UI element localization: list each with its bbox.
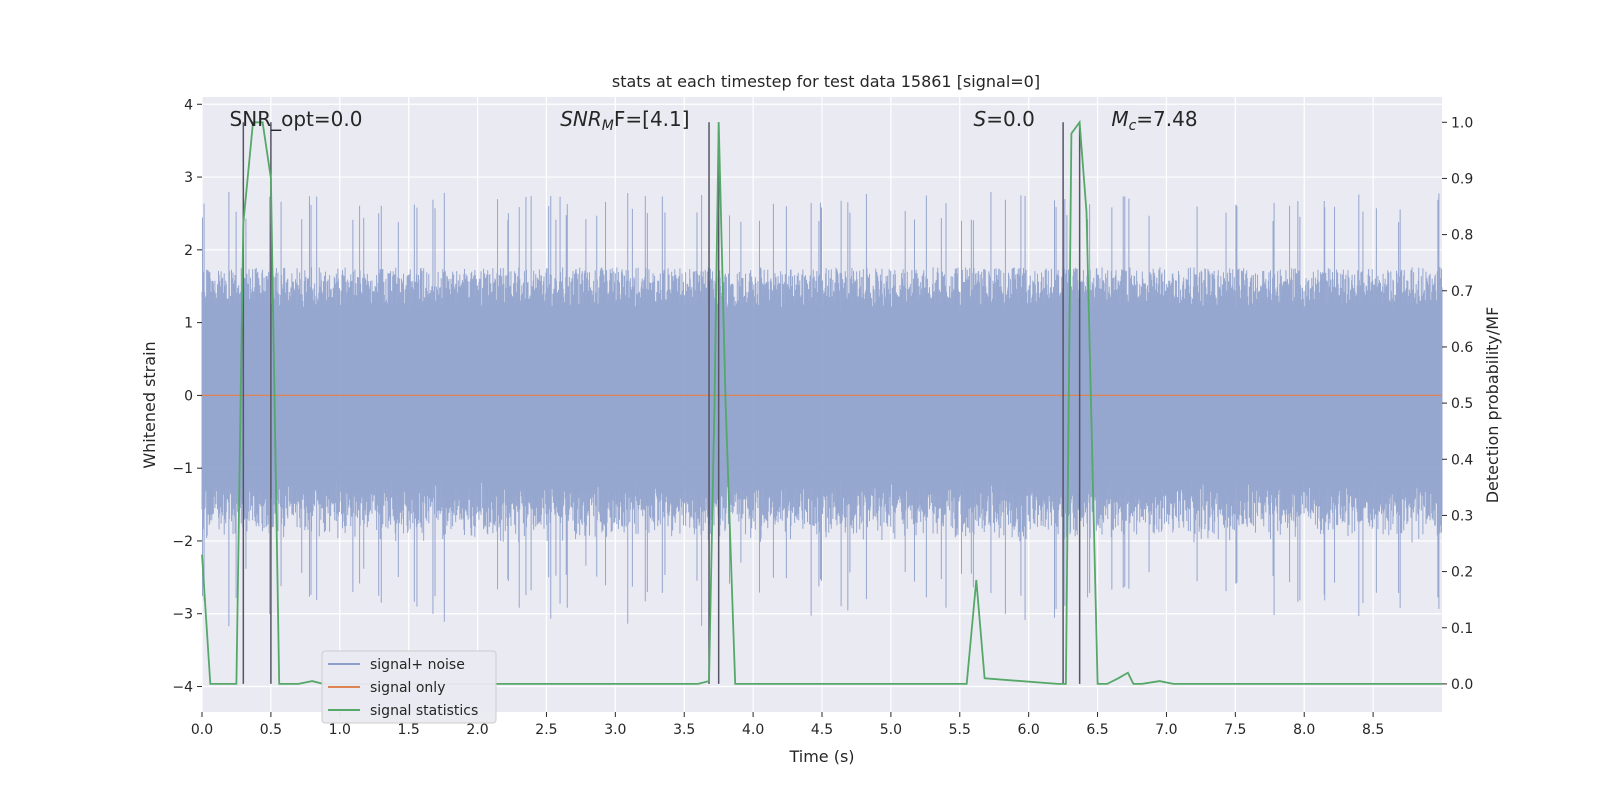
vertical-markers (242, 122, 1081, 684)
x-axis-label: Time (s) (788, 747, 854, 766)
legend-entry: signal+ noise (370, 657, 465, 673)
y-tick-label: −4 (172, 680, 193, 696)
x-tick-label: 4.0 (742, 722, 764, 738)
y-axis-label: Whitened strain (140, 341, 159, 468)
x-tick-label: 4.5 (811, 722, 833, 738)
x-tick-label: 8.5 (1362, 722, 1384, 738)
x-tick-label: 7.5 (1224, 722, 1246, 738)
annotation-3: Mc=7.48 (1111, 107, 1197, 134)
y-axis-right-label: Detection probability/MF (1483, 307, 1502, 504)
annotation-2: S=0.0 (974, 107, 1035, 131)
x-tick-label: 3.5 (673, 722, 695, 738)
y-right-tick-label: 1.0 (1451, 115, 1473, 131)
y-tick-label: 1 (184, 316, 193, 332)
y-tick-label: 3 (184, 170, 193, 186)
annotation-1: SNRMF=[4.1] (560, 107, 689, 134)
y-right-tick-label: 0.4 (1451, 452, 1473, 468)
chart-title: stats at each timestep for test data 158… (612, 72, 1040, 91)
y-tick-label: −3 (172, 607, 193, 623)
y-tick-label: 0 (184, 388, 193, 404)
x-tick-label: 7.0 (1155, 722, 1177, 738)
y-tick-label: −2 (172, 534, 193, 550)
x-tick-label: 6.5 (1086, 722, 1108, 738)
x-tick-label: 5.5 (949, 722, 971, 738)
y-axis-right-ticks: 1.0 0.9 0.8 0.7 0.6 0.5 0.4 0.3 0.2 0.1 0.0 (1442, 115, 1473, 693)
legend-box (321, 650, 497, 724)
x-axis-ticks: 0.0 0.5 1.0 1.5 2.0 2.5 3.0 3.5 4.0 4.5 5.0 5.5 6.0 6… (191, 712, 1384, 738)
x-tick-label: 1.5 (398, 722, 420, 738)
x-tick-label: 2.0 (466, 722, 488, 738)
y-tick-label: 2 (184, 243, 193, 259)
legend-entry: signal only (370, 680, 445, 696)
x-tick-label: 0.0 (191, 722, 213, 738)
x-tick-label: 1.0 (329, 722, 351, 738)
y-right-tick-label: 0.3 (1451, 508, 1473, 524)
x-tick-label: 3.0 (604, 722, 626, 738)
x-tick-label: 8.0 (1293, 722, 1315, 738)
y-right-tick-label: 0.7 (1451, 284, 1473, 300)
y-right-tick-label: 0.6 (1451, 340, 1473, 356)
y-right-tick-label: 0.1 (1451, 621, 1473, 637)
y-tick-label: −1 (172, 461, 193, 477)
y-right-tick-label: 0.0 (1451, 677, 1473, 693)
y-axis-ticks: 4 3 2 1 0 −1 −2 −3 −4 (172, 97, 202, 696)
y-tick-label: 4 (184, 97, 193, 113)
x-tick-label: 6.0 (1018, 722, 1040, 738)
x-tick-label: 2.5 (535, 722, 557, 738)
y-right-tick-label: 0.2 (1451, 565, 1473, 581)
x-tick-label: 0.5 (260, 722, 282, 738)
y-right-tick-label: 0.9 (1451, 171, 1473, 187)
x-tick-label: 5.0 (880, 722, 902, 738)
y-right-tick-label: 0.8 (1451, 228, 1473, 244)
annotation-0: SNR_opt=0.0 (230, 107, 363, 131)
y-right-tick-label: 0.5 (1451, 396, 1473, 412)
legend-entry: signal statistics (370, 703, 478, 719)
series-signal-statistics (201, 119, 1442, 685)
annotations: SNR_opt=0.0 SNRMF=[4.1] S=0.0 Mc=7.48 (230, 107, 1198, 134)
legend: signal+ noise signal only signal statistic… (321, 650, 497, 724)
